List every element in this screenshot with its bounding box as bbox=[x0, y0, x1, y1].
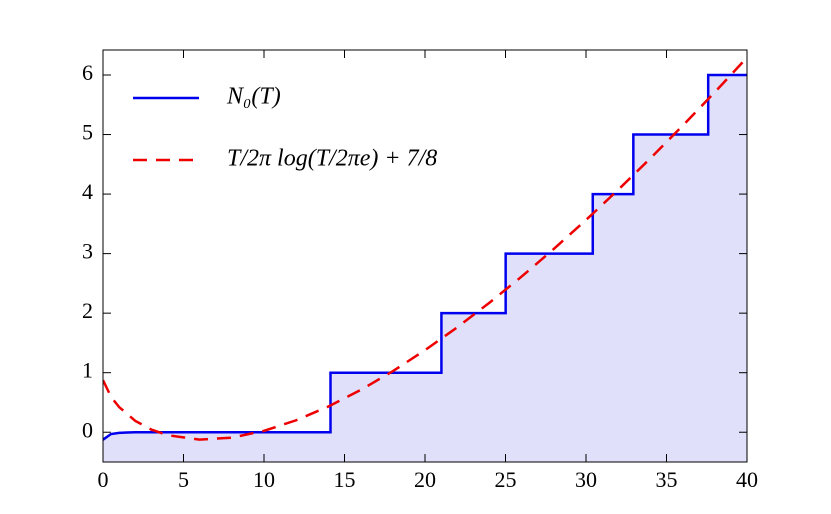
area-fill bbox=[103, 75, 747, 462]
y-tick-label: 4 bbox=[82, 179, 93, 204]
x-tick-label: 20 bbox=[414, 467, 436, 492]
x-tick-label: 0 bbox=[98, 467, 109, 492]
x-tick-label: 40 bbox=[736, 467, 758, 492]
y-tick-label: 0 bbox=[82, 417, 93, 442]
y-tick-label: 5 bbox=[82, 120, 93, 145]
legend-label: N₀(T) bbox=[226, 84, 281, 110]
x-tick-label: 35 bbox=[656, 467, 678, 492]
series-line bbox=[103, 73, 747, 441]
y-tick-label: 2 bbox=[82, 298, 93, 323]
x-tick-label: 5 bbox=[178, 467, 189, 492]
legend-label: T/2π log(T/2πe) + 7/8 bbox=[227, 146, 437, 172]
plot-frame bbox=[102, 49, 748, 463]
x-tick-label: 10 bbox=[253, 467, 275, 492]
series-line bbox=[103, 56, 747, 441]
x-tick-label: 15 bbox=[334, 467, 356, 492]
y-tick-label: 3 bbox=[82, 239, 93, 264]
y-tick-label: 1 bbox=[82, 358, 93, 383]
x-tick-label: 30 bbox=[575, 467, 597, 492]
x-tick-label: 25 bbox=[495, 467, 517, 492]
y-tick-label: 6 bbox=[82, 60, 93, 85]
